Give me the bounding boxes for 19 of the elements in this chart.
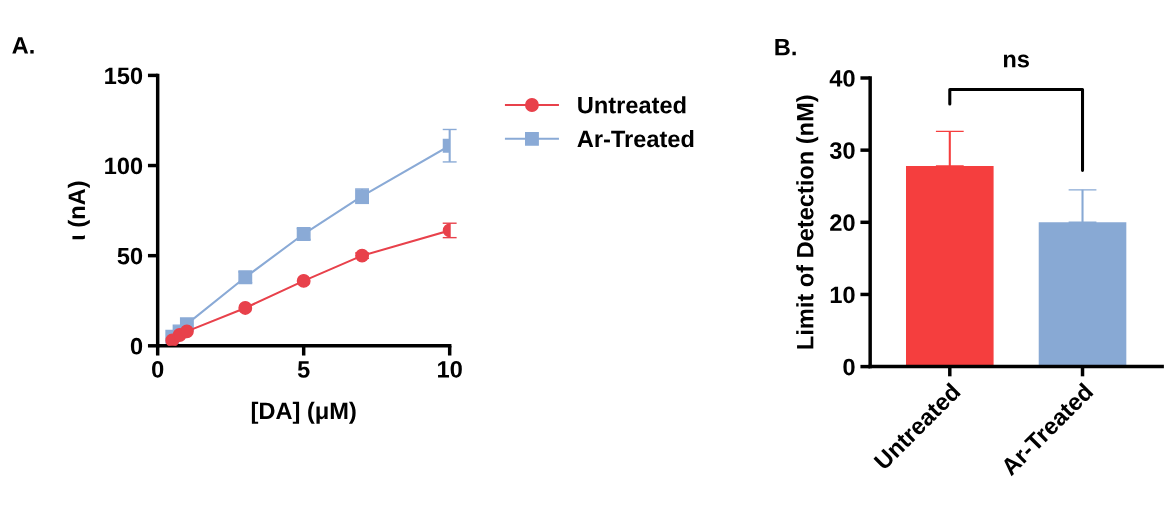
x-axis-title: [DA] (μM) [251,401,356,424]
chart-title: B. [775,38,796,56]
y-tick-label: 100 [105,157,143,175]
y-tick-label: 40 [829,70,855,87]
y-tick-label: 0 [130,337,143,355]
y-tick-label: 10 [830,286,855,304]
y-tick-label: 20 [830,214,855,232]
x-tick-label: 5 [297,361,310,378]
y-tick-label: 30 [829,142,855,159]
y-tick-label: 50 [117,247,143,265]
legend-label: Ar-Treated [577,129,694,148]
y-axis-title: ι (nA) [67,181,90,240]
y-axis-title: Limit of Detection (nM) [796,95,819,349]
legend-label: Untreated [578,96,686,114]
x-tick-label: 10 [438,361,462,378]
text: ns [1003,54,1029,68]
x-tick-label: 0 [152,361,164,378]
y-tick-label: 150 [105,67,143,85]
chart-title: A. [12,37,34,54]
